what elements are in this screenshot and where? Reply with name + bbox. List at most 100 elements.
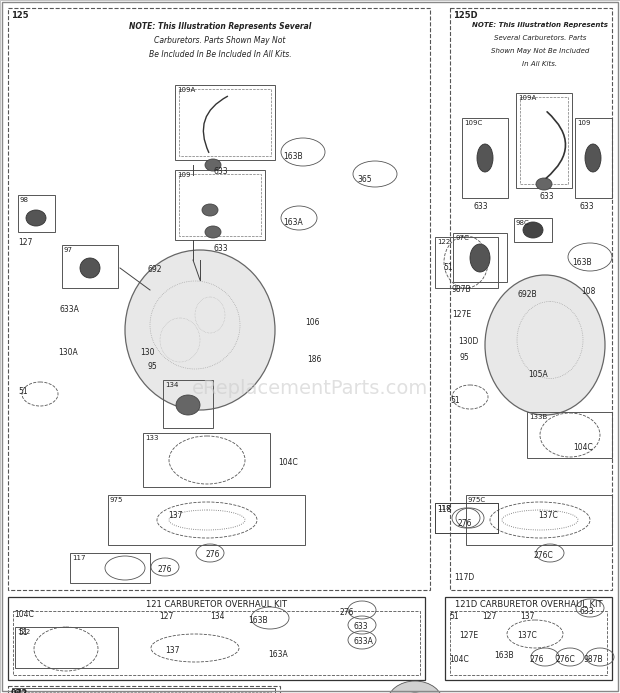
Text: 276C: 276C (534, 551, 554, 560)
Ellipse shape (523, 222, 543, 238)
Text: Carburetors. Parts Shown May Not: Carburetors. Parts Shown May Not (154, 36, 286, 45)
Text: 122: 122 (17, 629, 30, 635)
Bar (435, 503, 498, 533)
Text: 51: 51 (18, 628, 28, 637)
Bar (450, 8, 612, 590)
Text: 51: 51 (443, 263, 453, 272)
Bar (175, 170, 265, 240)
Text: 137: 137 (520, 612, 534, 621)
Text: 137: 137 (168, 511, 182, 520)
Ellipse shape (485, 275, 605, 415)
Text: 137: 137 (165, 646, 180, 655)
Ellipse shape (26, 210, 46, 226)
Text: Be Included In Be Included In All Kits.: Be Included In Be Included In All Kits. (149, 50, 291, 59)
Text: 972: 972 (14, 690, 27, 693)
Text: In All Kits.: In All Kits. (523, 61, 557, 67)
Text: 117D: 117D (454, 573, 474, 582)
Text: 163B: 163B (494, 651, 513, 660)
Text: 51: 51 (18, 387, 28, 396)
Bar (179, 174, 261, 236)
Text: 109: 109 (577, 120, 590, 126)
Text: 108: 108 (581, 287, 595, 296)
Text: 130A: 130A (58, 348, 78, 357)
Text: 163A: 163A (268, 650, 288, 659)
Bar (516, 93, 572, 188)
Text: 95: 95 (148, 362, 157, 371)
Text: 109A: 109A (177, 87, 195, 93)
Ellipse shape (176, 395, 200, 415)
Text: 109C: 109C (464, 120, 482, 126)
Bar (175, 85, 275, 160)
Bar (466, 495, 612, 545)
Bar (462, 118, 508, 198)
Text: 125D: 125D (453, 11, 477, 20)
Bar (143, 433, 270, 487)
Text: 127E: 127E (452, 310, 471, 319)
Text: 133B: 133B (529, 414, 547, 420)
Bar (70, 553, 150, 583)
Text: Several Carburetors. Parts: Several Carburetors. Parts (494, 35, 586, 41)
Text: 121D CARBURETOR OVERHAUL KIT: 121D CARBURETOR OVERHAUL KIT (454, 600, 602, 609)
Bar (8, 8, 430, 590)
Ellipse shape (470, 244, 490, 272)
Text: 109A: 109A (518, 95, 536, 101)
Bar (18, 195, 55, 232)
Text: 98C: 98C (516, 220, 529, 226)
Text: NOTE: This Illustration Represents Several: NOTE: This Illustration Represents Sever… (129, 22, 311, 31)
Text: 137C: 137C (517, 631, 537, 640)
Text: 186: 186 (307, 355, 321, 364)
Bar (575, 118, 612, 198)
Ellipse shape (125, 250, 275, 410)
Bar (445, 597, 612, 680)
Text: 134: 134 (165, 382, 179, 388)
Ellipse shape (477, 144, 493, 172)
Text: 975C: 975C (468, 497, 486, 503)
Bar (527, 412, 612, 458)
Bar (16, 692, 271, 693)
Bar (8, 686, 280, 693)
Bar (450, 611, 607, 675)
Text: 121 CARBURETOR OVERHAUL KIT: 121 CARBURETOR OVERHAUL KIT (146, 600, 287, 609)
Text: 633: 633 (580, 202, 595, 211)
Text: 163B: 163B (572, 258, 591, 267)
Text: 127: 127 (159, 612, 174, 621)
Text: 633: 633 (540, 192, 555, 201)
Text: 692: 692 (148, 265, 162, 274)
Text: eReplacementParts.com: eReplacementParts.com (192, 378, 428, 398)
Ellipse shape (387, 681, 443, 693)
Ellipse shape (205, 226, 221, 238)
Text: 104C: 104C (14, 610, 33, 619)
Bar (12, 688, 275, 693)
Text: 137C: 137C (538, 511, 558, 520)
Text: 105A: 105A (528, 370, 547, 379)
Text: 692B: 692B (518, 290, 538, 299)
Bar (108, 495, 305, 545)
Text: 987B: 987B (583, 655, 603, 664)
Text: 106: 106 (305, 318, 319, 327)
Bar (163, 380, 213, 428)
Bar (179, 89, 271, 156)
Text: 134: 134 (210, 612, 224, 621)
Text: 97: 97 (64, 247, 73, 253)
Text: 118: 118 (437, 505, 451, 511)
Ellipse shape (205, 159, 221, 171)
Text: 109: 109 (177, 172, 190, 178)
Text: 51: 51 (449, 612, 459, 621)
Text: 633: 633 (580, 607, 595, 616)
Text: 97C: 97C (455, 235, 469, 241)
Text: 276: 276 (157, 565, 172, 574)
Ellipse shape (202, 204, 218, 216)
Text: 117: 117 (72, 555, 86, 561)
Bar (62, 245, 118, 288)
Text: 163A: 163A (283, 218, 303, 227)
Bar (8, 597, 425, 680)
Text: 975: 975 (110, 497, 123, 503)
Text: 130: 130 (140, 348, 154, 357)
Text: NOTE: This Illustration Represents: NOTE: This Illustration Represents (472, 22, 608, 28)
Text: 122: 122 (437, 239, 450, 245)
Text: 125: 125 (11, 11, 29, 20)
Text: 104C: 104C (449, 655, 469, 664)
Bar (514, 218, 552, 242)
Text: 633A: 633A (60, 305, 80, 314)
Text: Shown May Not Be Included: Shown May Not Be Included (491, 48, 589, 54)
